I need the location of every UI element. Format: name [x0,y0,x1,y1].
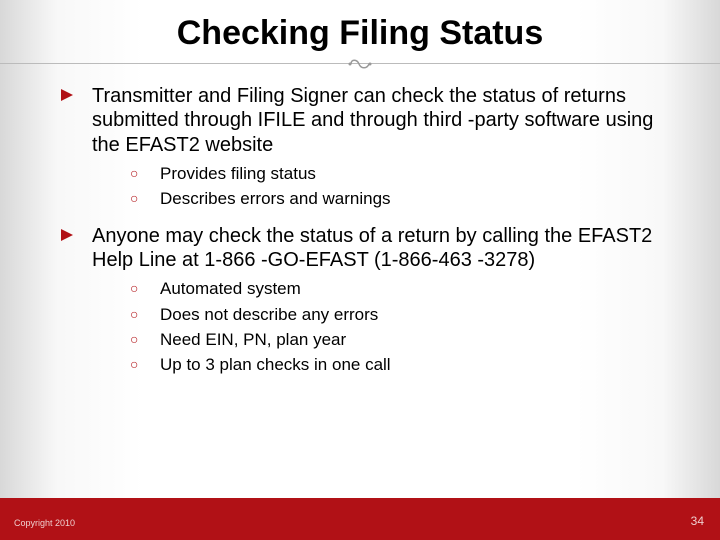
sub-text: Does not describe any errors [160,304,660,325]
sub-list: ○ Provides filing status ○ Describes err… [130,163,660,210]
sub-text: Up to 3 plan checks in one call [160,354,660,375]
sub-item: ○ Up to 3 plan checks in one call [130,354,660,375]
bullet-text: Anyone may check the status of a return … [92,224,660,273]
sub-item: ○ Automated system [130,278,660,299]
sub-item: ○ Provides filing status [130,163,660,184]
slide-title: Checking Filing Status [0,0,720,63]
footer-bar: Copyright 2010 34 [0,498,720,540]
circle-bullet-icon: ○ [130,278,160,298]
bullet-item: Transmitter and Filing Signer can check … [60,84,660,157]
copyright-text: Copyright 2010 [14,518,75,528]
sub-item: ○ Need EIN, PN, plan year [130,329,660,350]
bullet-text: Transmitter and Filing Signer can check … [92,84,660,157]
sub-item: ○ Does not describe any errors [130,304,660,325]
sub-text: Provides filing status [160,163,660,184]
triangle-bullet-icon [60,224,92,242]
content-area: Transmitter and Filing Signer can check … [0,64,720,375]
title-divider [0,63,720,64]
bullet-item: Anyone may check the status of a return … [60,224,660,273]
circle-bullet-icon: ○ [130,354,160,374]
sub-text: Automated system [160,278,660,299]
page-number: 34 [691,514,704,528]
circle-bullet-icon: ○ [130,329,160,349]
sub-item: ○ Describes errors and warnings [130,188,660,209]
circle-bullet-icon: ○ [130,163,160,183]
sub-list: ○ Automated system ○ Does not describe a… [130,278,660,375]
circle-bullet-icon: ○ [130,304,160,324]
sub-text: Describes errors and warnings [160,188,660,209]
circle-bullet-icon: ○ [130,188,160,208]
triangle-bullet-icon [60,84,92,102]
sub-text: Need EIN, PN, plan year [160,329,660,350]
ornament-icon [347,56,373,72]
